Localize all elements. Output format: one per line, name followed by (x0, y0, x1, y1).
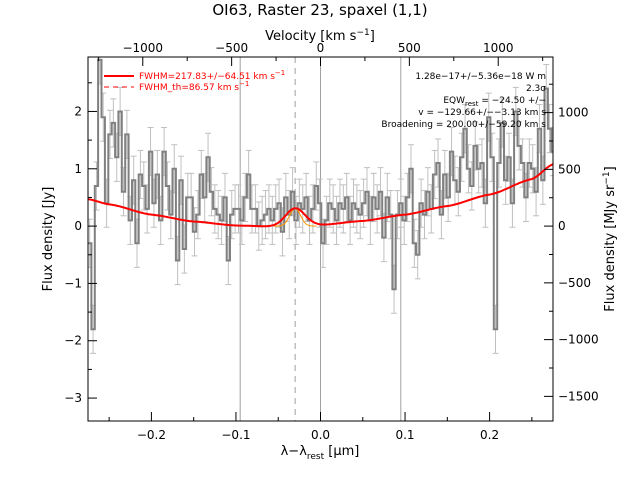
y-tick-label: −1 (64, 276, 82, 290)
x-tick-label: −0.2 (137, 428, 166, 442)
velocity-tick-label: −1000 (122, 41, 163, 55)
y-axis-label-left: Flux density [Jy] (41, 187, 56, 292)
annotation-velocity: v = −129.66+/−−3.13 km s (418, 108, 546, 118)
right-tick-label: −1500 (558, 389, 599, 403)
velocity-tick-label: −500 (215, 41, 248, 55)
right-tick-label: −1000 (558, 333, 599, 347)
y-tick-label: 1 (74, 162, 82, 176)
annotation-broadening: Broadening = 200.00+/−59.20 km s (381, 120, 546, 130)
x-axis-label: λ−λrest [μm] (281, 444, 360, 462)
right-tick-label: −500 (558, 276, 591, 290)
velocity-axis-ticks: −1000 −500 0 500 1000 (97, 41, 544, 66)
x-tick-label: 0.2 (480, 428, 499, 442)
right-tick-label: 1000 (558, 106, 589, 120)
y-tick-label: 0 (74, 219, 82, 233)
legend: FWHM=217.83+/−64.51 km s−1 FWHM_th=86.57… (104, 69, 285, 93)
y-axis-ticks: −3 −2 −1 0 1 2 (64, 82, 97, 405)
velocity-tick-label: 0 (317, 41, 325, 55)
x-tick-label: −0.1 (221, 428, 250, 442)
spectrum (88, 58, 553, 331)
fit-curve (88, 163, 553, 228)
spectrum-line (88, 58, 553, 331)
fit-annotations: 1.28e−17+/−5.36e−18 W m 2.3σ EQWrest = −… (381, 72, 546, 130)
error-bar (550, 127, 553, 177)
annotation-eqw: EQWrest = −24.50 +/− (443, 96, 546, 108)
velocity-tick-label: 500 (398, 41, 421, 55)
fit-curves (88, 163, 553, 228)
velocity-tick-label: 1000 (483, 41, 514, 55)
y-tick-label: 2 (74, 104, 82, 118)
y-tick-label: −2 (64, 334, 82, 348)
y-tick-label: −3 (64, 391, 82, 405)
chart-title: OI63, Raster 23, spaxel (1,1) (212, 1, 427, 19)
y-axis-label-right: Flux density [MJy sr−1] (602, 166, 618, 311)
legend-label-fwhm-th: FWHM_th=86.57 km s−1 (139, 80, 249, 93)
annotation-significance: 2.3σ (526, 84, 546, 94)
right-tick-label: 500 (558, 162, 581, 176)
x-tick-label: 0.0 (311, 428, 330, 442)
top-axis-label: Velocity [km s−1] (265, 28, 375, 44)
x-axis-ticks: −0.2 −0.1 0.0 0.1 0.2 (108, 412, 533, 442)
right-tick-label: 0 (558, 219, 566, 233)
legend-label-fwhm: FWHM=217.83+/−64.51 km s−1 (139, 69, 285, 82)
x-tick-label: 0.1 (395, 428, 414, 442)
annotation-flux: 1.28e−17+/−5.36e−18 W m (415, 72, 546, 82)
right-axis-ticks: −1500 −1000 −500 0 500 1000 (544, 83, 599, 403)
